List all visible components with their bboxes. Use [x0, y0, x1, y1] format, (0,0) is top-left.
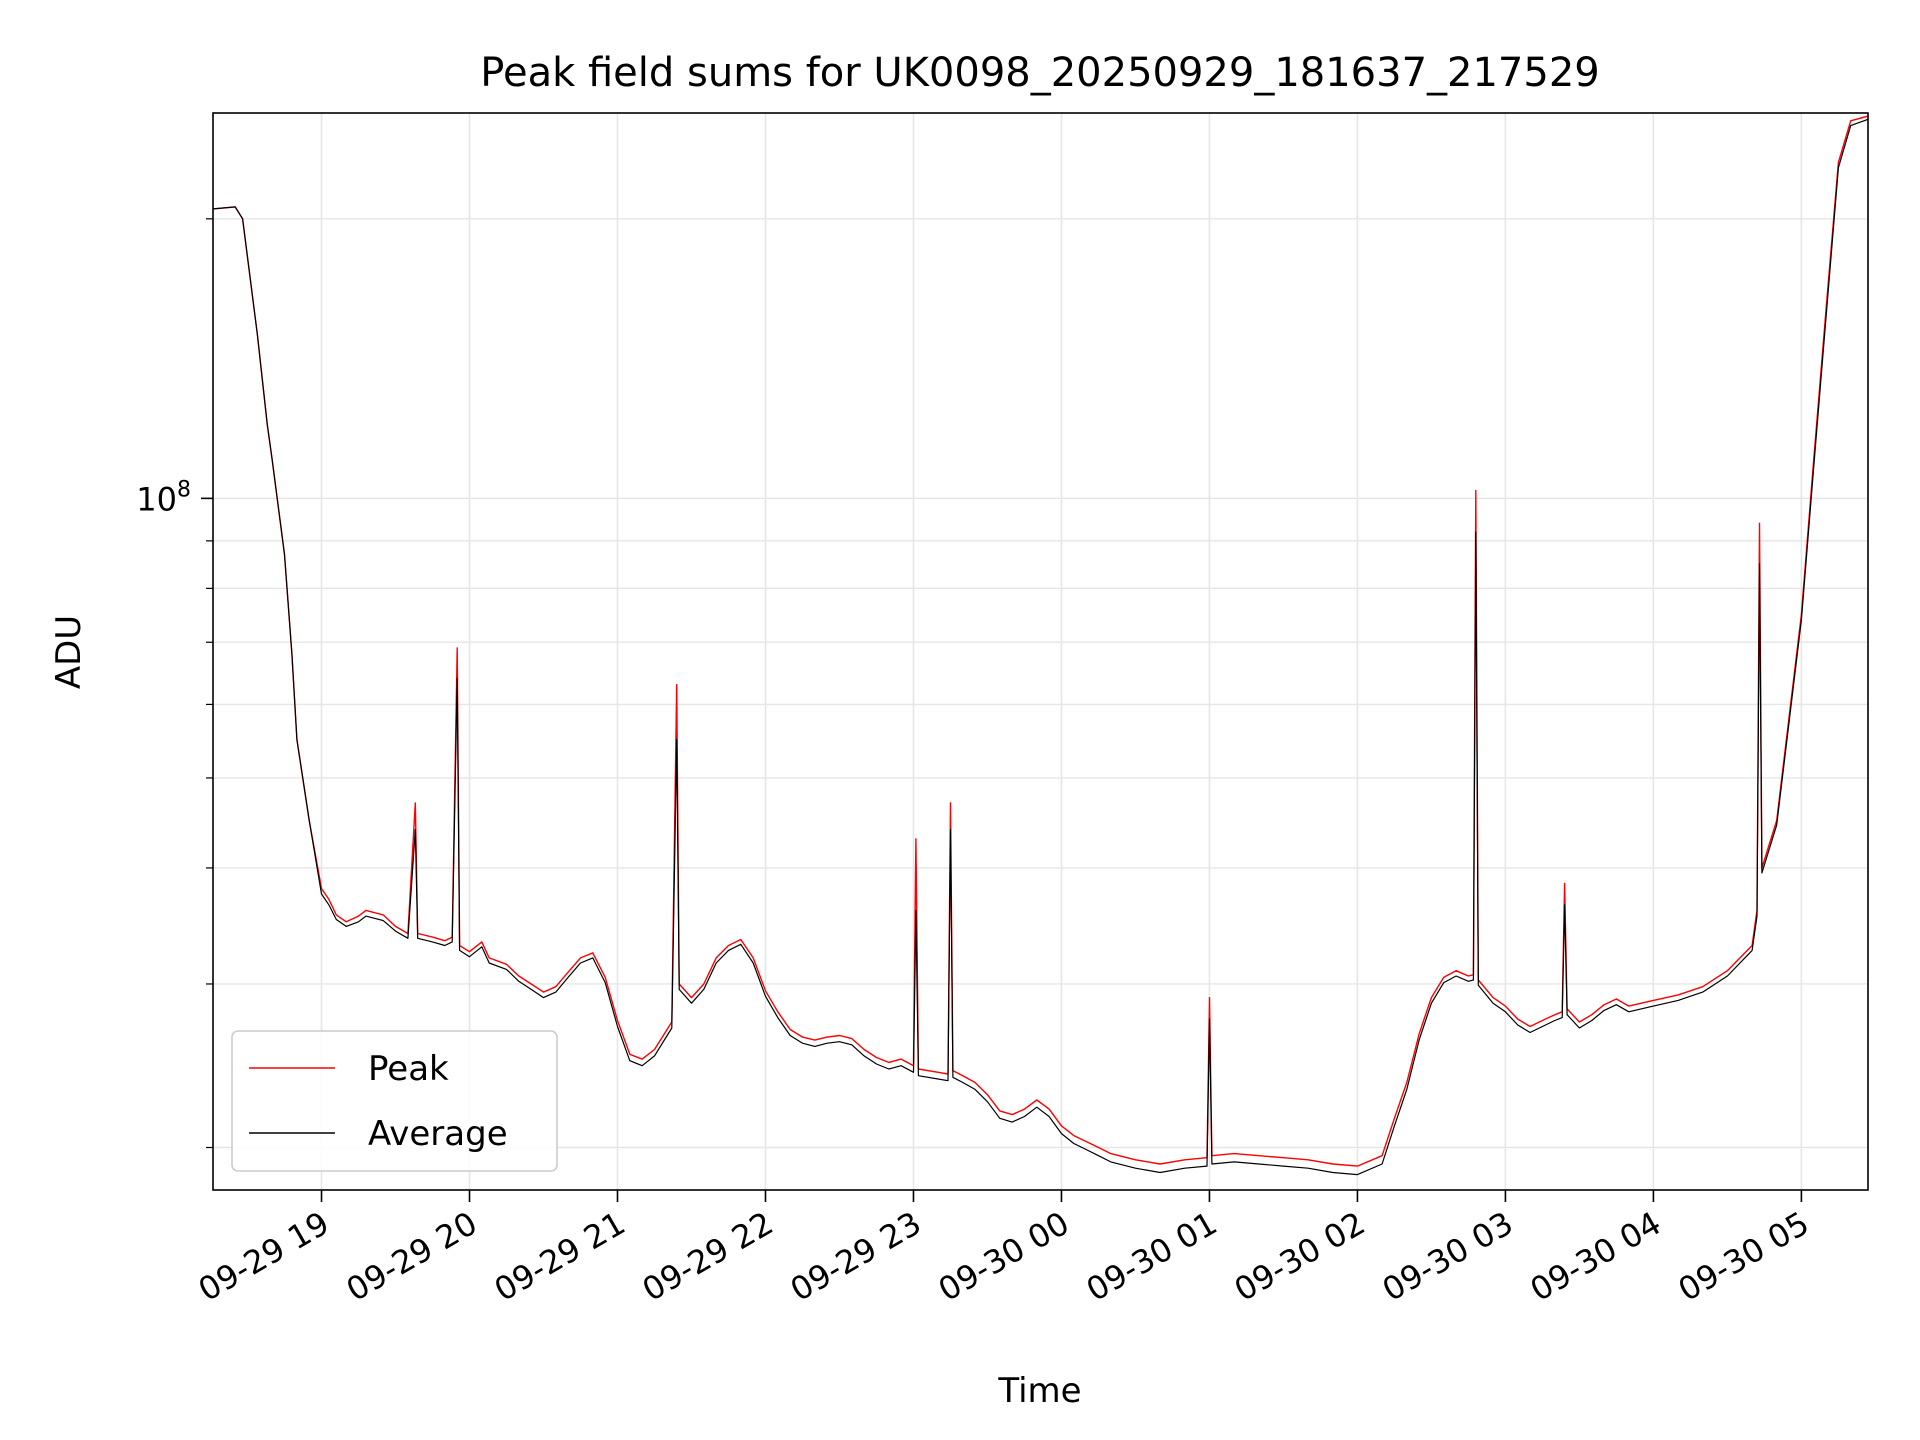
grid [213, 113, 1868, 1190]
y-tick-label-exponent: 8 [177, 477, 191, 502]
series-line-average [213, 118, 1868, 1176]
chart-title: Peak field sums for UK0098_20250929_1816… [480, 50, 1599, 96]
legend-label-peak: Peak [368, 1049, 449, 1089]
legend: Peak Average [231, 1030, 558, 1172]
y-tick-label-base: 10 [136, 480, 177, 518]
plot-frame [212, 112, 1869, 1191]
x-axis-label: Time [997, 1371, 1081, 1411]
plot-lines [213, 115, 1868, 1176]
legend-box [231, 1030, 558, 1172]
legend-label-average: Average [368, 1114, 508, 1154]
y-tick-label: 108 [136, 477, 191, 518]
y-axis: 108 [136, 218, 213, 1149]
y-axis-label: ADU [49, 615, 89, 689]
